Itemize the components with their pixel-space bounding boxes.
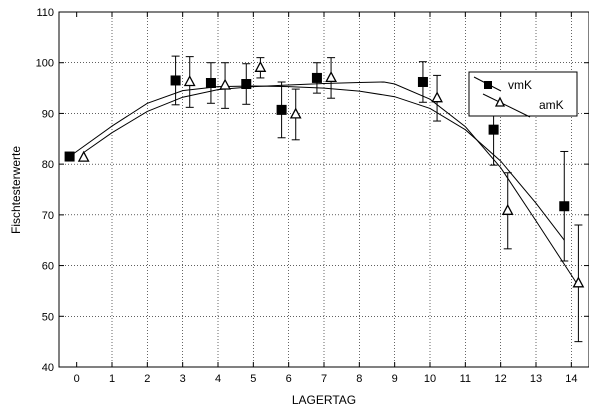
x-tick-label: 6 xyxy=(286,373,292,385)
legend-amk-marker xyxy=(494,96,506,107)
data-point-vmk xyxy=(276,104,287,115)
x-tick-label: 14 xyxy=(565,373,577,385)
x-tick-label: 10 xyxy=(424,373,436,385)
x-tick-label: 4 xyxy=(215,373,221,385)
fit-curves xyxy=(69,81,579,287)
y-tick-label: 90 xyxy=(42,108,54,120)
x-tick-label: 2 xyxy=(144,373,150,385)
y-tick-label: 40 xyxy=(42,362,54,374)
x-tick-label: 13 xyxy=(530,373,542,385)
x-tick-label: 12 xyxy=(495,373,507,385)
data-point-amk xyxy=(325,71,337,83)
x-tick-label: 3 xyxy=(180,373,186,385)
data-point-amk xyxy=(254,60,267,72)
x-tick-label: 5 xyxy=(250,373,256,385)
x-tick-label: 1 xyxy=(109,373,115,385)
y-axis-label: Fischtesterwerte xyxy=(9,146,23,234)
data-point-amk xyxy=(77,150,90,162)
fit-curve-vmk xyxy=(69,85,565,241)
data-point-amk xyxy=(183,75,196,87)
grid xyxy=(59,12,589,367)
x-tick-label: 9 xyxy=(392,373,398,385)
data-point-amk xyxy=(501,203,514,215)
data-point-vmk xyxy=(559,201,570,212)
y-tick-label: 100 xyxy=(36,58,54,70)
y-tick-label: 80 xyxy=(42,159,54,171)
data-point-amk xyxy=(572,276,585,288)
data-point-vmk xyxy=(241,79,252,90)
data-point-vmk xyxy=(170,75,181,86)
legend-vmk-label: vmK xyxy=(508,78,532,92)
data-point-amk xyxy=(219,78,231,90)
data-point-vmk xyxy=(311,72,322,83)
x-tick-label: 11 xyxy=(460,373,471,385)
data-point-vmk xyxy=(64,151,75,162)
data-point-amk xyxy=(431,91,443,103)
data-point-vmk xyxy=(205,78,216,88)
legend: vmK amK xyxy=(468,71,578,118)
y-tick-label: 60 xyxy=(42,261,54,273)
x-tick-label: 8 xyxy=(356,373,362,385)
x-tick-label: 0 xyxy=(74,373,80,385)
markers xyxy=(64,60,585,288)
fit-curve-amk xyxy=(83,81,579,287)
data-point-vmk xyxy=(417,76,428,87)
data-point-vmk xyxy=(488,124,499,135)
legend-vmk-marker xyxy=(484,81,492,89)
y-tick-label: 70 xyxy=(42,210,54,222)
legend-amk-line xyxy=(482,93,531,118)
x-axis-label: LAGERTAG xyxy=(292,393,356,407)
legend-amk-label: amK xyxy=(539,98,564,112)
y-tick-label: 50 xyxy=(42,311,54,323)
x-tick-label: 7 xyxy=(321,373,327,385)
y-tick-label: 110 xyxy=(36,7,54,19)
legend-box xyxy=(468,71,578,117)
data-point-amk xyxy=(289,107,302,119)
